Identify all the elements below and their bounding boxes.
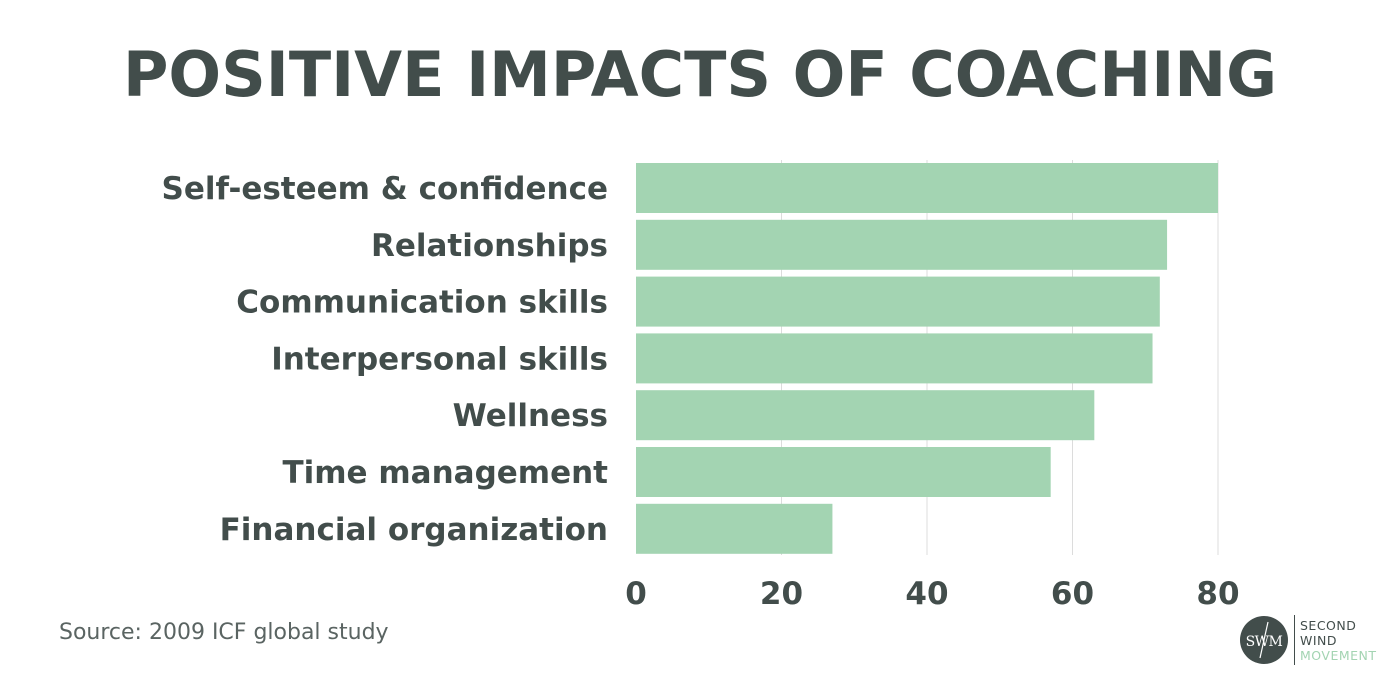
chart-title: POSITIVE IMPACTS OF COACHING bbox=[122, 38, 1278, 111]
category-label: Self-esteem & confidence bbox=[162, 171, 608, 207]
bar-time-management bbox=[636, 447, 1051, 497]
x-axis-ticks: 0 20 40 60 80 bbox=[625, 576, 1239, 612]
category-label: Interpersonal skills bbox=[271, 341, 608, 377]
x-tick-label: 40 bbox=[905, 576, 948, 612]
logo-divider bbox=[1294, 615, 1295, 665]
bar-relationships bbox=[636, 219, 1168, 270]
bar-interpersonal-skills bbox=[636, 333, 1153, 384]
source-note: Source: 2009 ICF global study bbox=[59, 620, 389, 645]
x-tick-label: 60 bbox=[1051, 576, 1094, 612]
bar-self-esteem-confidence bbox=[636, 163, 1218, 213]
category-label: Communication skills bbox=[236, 285, 608, 321]
category-labels: Self-esteem & confidence Relationships Com… bbox=[162, 171, 609, 548]
logo-line-3: MOVEMENT bbox=[1300, 647, 1377, 663]
bar-wellness bbox=[636, 390, 1095, 441]
bar-financial-organization bbox=[636, 503, 833, 554]
category-label: Wellness bbox=[453, 398, 608, 434]
category-label: Relationships bbox=[371, 228, 608, 264]
bar-communication-skills bbox=[636, 276, 1160, 327]
logo-mark-text: SWM bbox=[1246, 634, 1283, 650]
x-tick-label: 80 bbox=[1196, 576, 1239, 612]
logo-wordmark: SECOND WIND MOVEMENT bbox=[1300, 618, 1377, 663]
logo-mark-icon: SWM bbox=[1240, 616, 1288, 664]
bars bbox=[636, 163, 1218, 554]
logo-line-1: SECOND bbox=[1300, 617, 1357, 633]
category-label: Financial organization bbox=[220, 512, 608, 548]
category-label: Time management bbox=[282, 455, 608, 491]
logo-line-2: WIND bbox=[1300, 632, 1338, 648]
brand-logo: SWM SECOND WIND MOVEMENT bbox=[1240, 614, 1377, 666]
x-tick-label: 0 bbox=[625, 576, 647, 612]
x-tick-label: 20 bbox=[760, 576, 803, 612]
